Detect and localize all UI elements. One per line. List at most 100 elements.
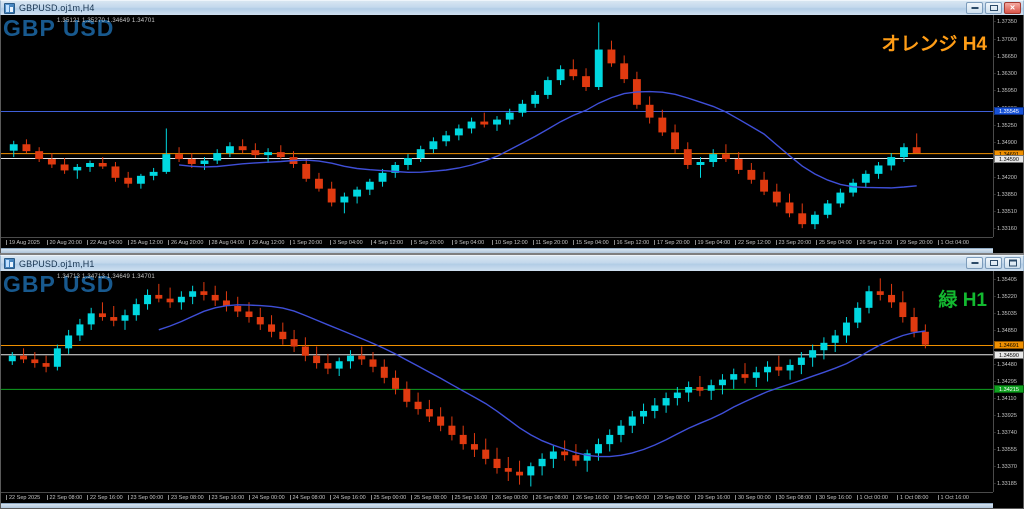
- price-tick: -1.35220: [994, 293, 1017, 300]
- time-tick: 24 Sep 00:00: [249, 495, 285, 501]
- price-tick: -1.36650: [994, 53, 1017, 60]
- window-divider: [0, 253, 1024, 255]
- price-tick: -1.34295: [994, 378, 1017, 385]
- time-tick: 25 Sep 04:00: [816, 240, 852, 246]
- window-title: GBPUSD.oj1m,H4: [19, 3, 95, 13]
- horizontal-scrollbar-h1[interactable]: [1, 503, 993, 508]
- time-tick: 26 Sep 00:00: [492, 495, 528, 501]
- time-tick: 11 Sep 20:00: [532, 240, 568, 246]
- restore-button[interactable]: [985, 2, 1002, 14]
- price-axis-h4[interactable]: -1.37350 -1.37000 -1.36650 -1.36300 -1.35950…: [993, 15, 1024, 237]
- time-tick: 30 Sep 16:00: [816, 495, 852, 501]
- price-series: [1, 22, 993, 230]
- price-tick: -1.34900: [994, 140, 1017, 147]
- chart-icon: [4, 258, 15, 269]
- time-tick: 22 Sep 08:00: [46, 495, 83, 501]
- chart-window-h4: GBPUSD.oj1m,H4 × GBP USD 1.35121 1.35270…: [0, 0, 1024, 253]
- chart-area-h1[interactable]: GBP USD 1.34713 1.34713 1.34649 1.34701 …: [0, 271, 1024, 509]
- close-button[interactable]: ×: [1004, 2, 1021, 14]
- time-tick: 26 Aug 20:00: [167, 240, 204, 246]
- minimize-button[interactable]: [966, 2, 983, 14]
- moving-average-line: [158, 304, 926, 458]
- chart-icon: [4, 2, 15, 14]
- price-marker-white: 1.34590: [994, 350, 1024, 359]
- time-tick: 23 Sep 20:00: [775, 240, 812, 246]
- price-tick: -1.35250: [994, 123, 1017, 129]
- symbol-watermark: GBP USD: [3, 15, 115, 41]
- time-tick: 19 Sep 04:00: [694, 240, 731, 246]
- horizontal-scrollbar-h4[interactable]: [1, 248, 993, 253]
- titlebar-h1[interactable]: GBPUSD.oj1m,H1: [0, 255, 1024, 271]
- price-series: [1, 278, 993, 487]
- time-tick: 22 Sep 12:00: [735, 240, 771, 246]
- time-tick: 5 Sep 20:00: [411, 240, 444, 246]
- time-tick: 26 Sep 08:00: [532, 495, 569, 501]
- price-marker-green: 1.34215: [994, 385, 1024, 394]
- time-tick: 29 Sep 00:00: [613, 495, 650, 501]
- chart-window-h1: GBPUSD.oj1m,H1 GBP USD 1.34713 1.34713 1…: [0, 253, 1024, 509]
- time-tick: 26 Sep 16:00: [573, 495, 609, 501]
- time-tick: 29 Aug 12:00: [248, 240, 285, 246]
- window-controls-h4: ×: [966, 2, 1021, 14]
- time-tick: 24 Sep 08:00: [289, 495, 326, 501]
- time-tick: 20 Aug 20:00: [46, 240, 82, 246]
- titlebar-h4[interactable]: GBPUSD.oj1m,H4 ×: [0, 0, 1024, 15]
- time-tick: 9 Sep 04:00: [451, 240, 485, 246]
- time-tick: 23 Sep 00:00: [127, 495, 164, 501]
- candlestick-plot-h1[interactable]: [1, 271, 993, 492]
- time-tick: 23 Sep 08:00: [168, 495, 204, 501]
- time-tick: 22 Aug 04:00: [86, 240, 123, 246]
- time-tick: 22 Sep 2025: [5, 495, 41, 501]
- price-tick: -1.33850: [994, 192, 1017, 199]
- price-tick: -1.35035: [994, 310, 1017, 317]
- timeframe-label-h1: 緑 H1: [938, 290, 987, 311]
- price-marker-orange: 1.34691: [994, 341, 1024, 350]
- time-tick: 25 Aug 12:00: [127, 240, 163, 246]
- time-tick: 30 Sep 00:00: [735, 495, 771, 501]
- time-tick: 10 Sep 12:00: [492, 240, 528, 246]
- price-tick: -1.34110: [994, 395, 1017, 402]
- time-tick: 29 Sep 16:00: [694, 495, 731, 501]
- time-tick: 15 Sep 04:00: [573, 240, 609, 246]
- ohlc-readout: 1.34713 1.34713 1.34649 1.34701: [57, 274, 155, 280]
- restore-button[interactable]: [985, 257, 1002, 269]
- price-tick: -1.37350: [994, 19, 1017, 26]
- chart-area-h4[interactable]: GBP USD 1.35121 1.35270 1.34649 1.34701 …: [0, 15, 1024, 253]
- time-tick: 1 Oct 08:00: [896, 495, 929, 501]
- price-tick: -1.33160: [994, 226, 1017, 233]
- price-tick: -1.34850: [994, 327, 1017, 334]
- time-tick: 4 Sep 12:00: [370, 240, 404, 246]
- price-tick: -1.34480: [994, 361, 1017, 368]
- window-controls-h1: [966, 257, 1021, 269]
- time-tick: 25 Sep 08:00: [411, 495, 447, 501]
- price-tick: -1.33370: [994, 464, 1017, 471]
- time-tick: 19 Aug 2025: [6, 240, 40, 246]
- price-axis-h1[interactable]: -1.35405-1.35220-1.35035-1.34850-1.34665…: [993, 271, 1024, 492]
- time-tick: 29 Sep 08:00: [654, 495, 690, 501]
- time-tick: 1 Oct 04:00: [937, 240, 969, 246]
- price-tick: -1.35950: [994, 88, 1017, 95]
- time-tick: 16 Sep 12:00: [613, 240, 650, 246]
- candlestick-plot-h4[interactable]: [1, 15, 993, 237]
- time-tick: 22 Sep 16:00: [87, 495, 123, 501]
- price-tick: -1.33740: [994, 430, 1017, 437]
- time-tick: 23 Sep 16:00: [208, 495, 245, 501]
- time-tick: 24 Sep 16:00: [330, 495, 366, 501]
- price-tick: -1.33185: [994, 481, 1017, 488]
- time-tick: 1 Oct 16:00: [937, 495, 969, 501]
- price-tick: -1.33510: [994, 208, 1017, 215]
- minimize-button[interactable]: [966, 257, 983, 269]
- time-tick: 28 Aug 04:00: [208, 240, 244, 246]
- price-tick: -1.34200: [994, 174, 1017, 181]
- price-marker-blue: 1.35545: [994, 107, 1024, 116]
- time-tick: 25 Sep 16:00: [451, 495, 488, 501]
- time-tick: 17 Sep 20:00: [654, 240, 690, 246]
- time-tick: 1 Oct 00:00: [856, 495, 888, 501]
- price-marker-white: 1.34590: [994, 154, 1024, 163]
- time-tick: 30 Sep 08:00: [775, 495, 812, 501]
- time-tick: 26 Sep 12:00: [856, 240, 893, 246]
- ohlc-readout: 1.35121 1.35270 1.34649 1.34701: [57, 18, 155, 24]
- close-button[interactable]: [1004, 257, 1021, 269]
- time-tick: 25 Sep 00:00: [370, 495, 407, 501]
